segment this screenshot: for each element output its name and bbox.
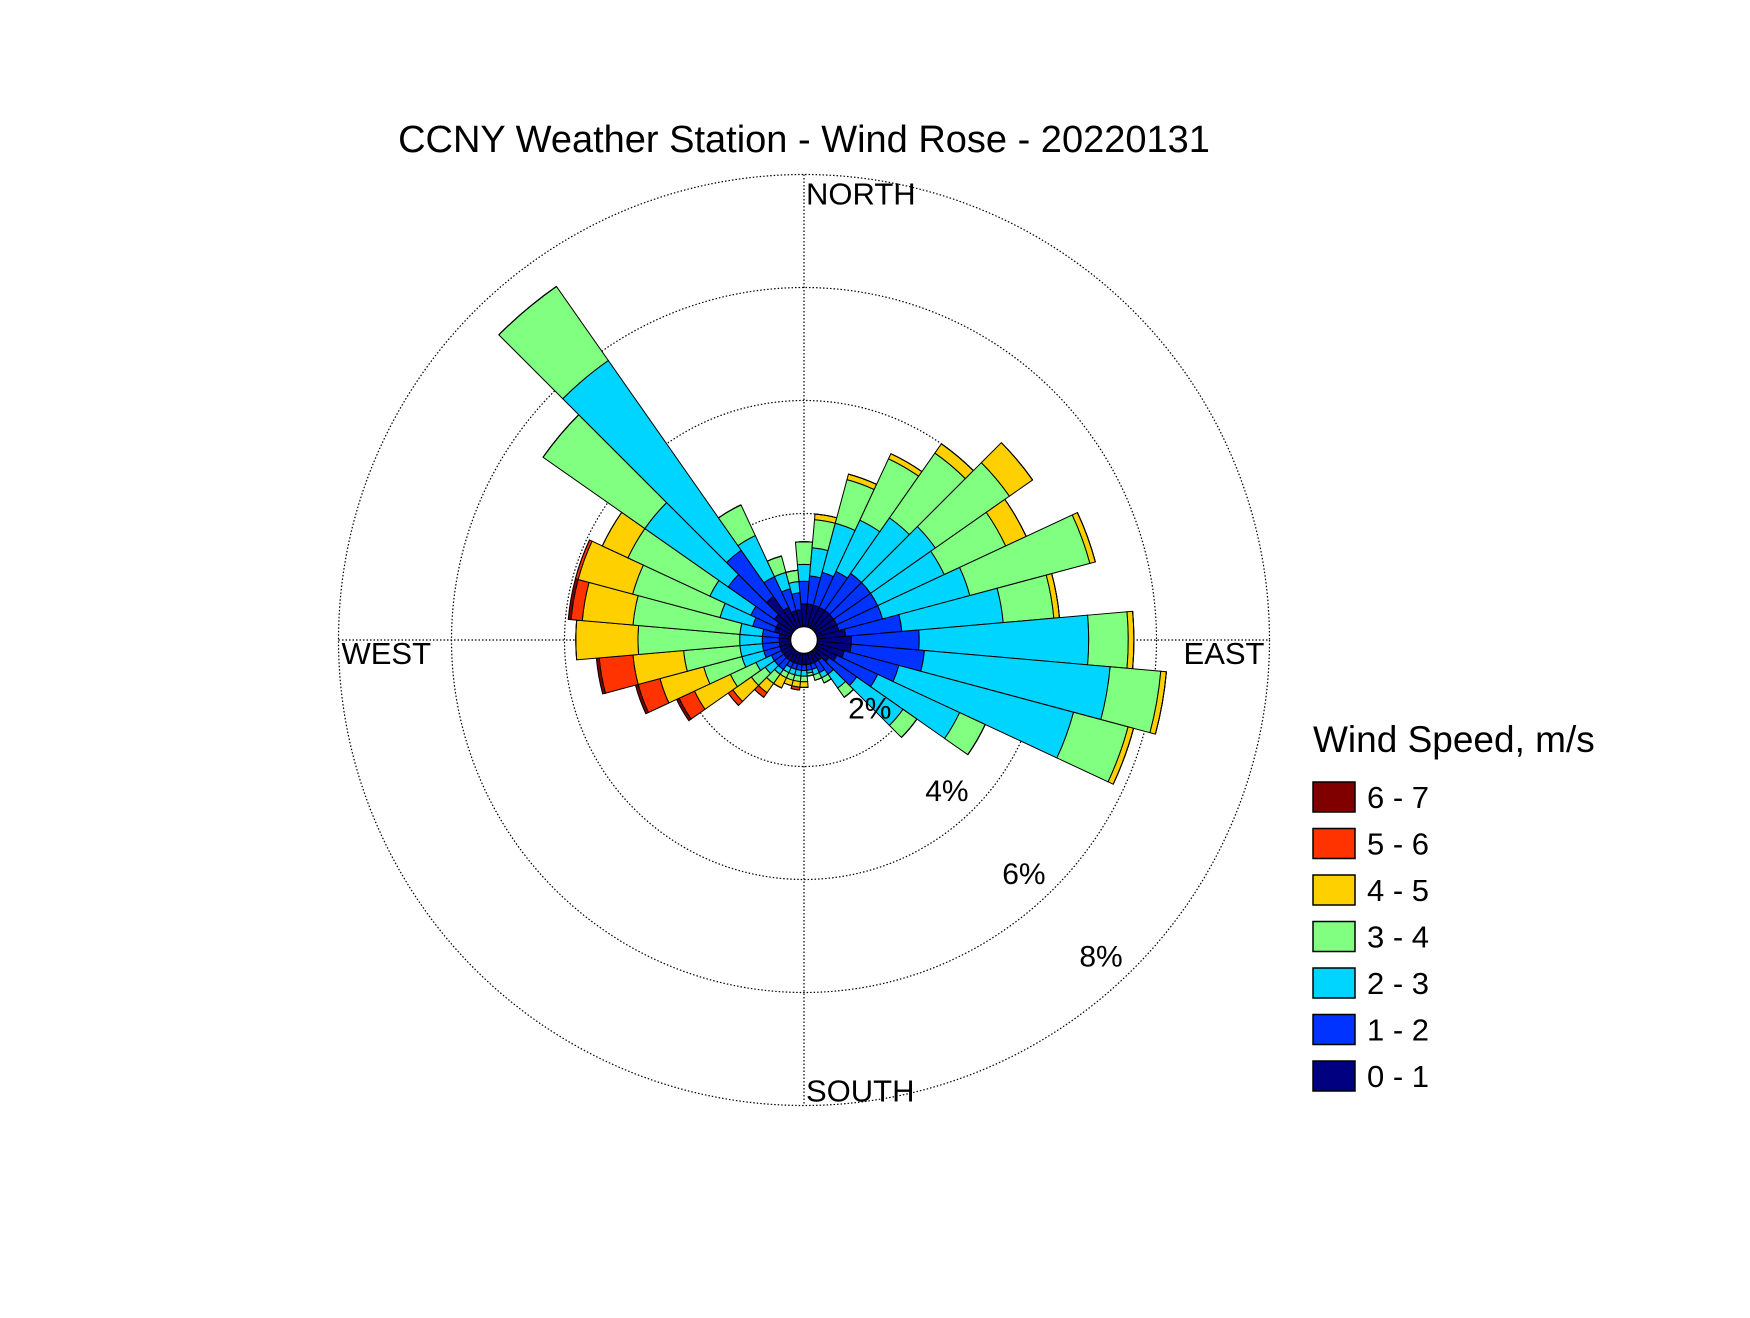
direction-label: SOUTH xyxy=(806,1074,915,1109)
wedge-segment xyxy=(599,655,638,693)
legend-swatch xyxy=(1313,1015,1355,1045)
legend-swatch xyxy=(1313,922,1355,952)
wedge-segment xyxy=(795,542,812,565)
wedge-segment xyxy=(797,564,810,581)
r-tick-label: 8% xyxy=(1079,940,1122,973)
r-tick-label: 6% xyxy=(1002,858,1045,891)
r-tick-label: 4% xyxy=(925,775,968,808)
wedge-segment xyxy=(800,676,807,682)
legend-label: 1 - 2 xyxy=(1367,1013,1429,1048)
legend-title: Wind Speed, m/s xyxy=(1313,719,1595,760)
direction-label: NORTH xyxy=(806,177,916,212)
wedge-segment xyxy=(1088,612,1129,669)
legend-label: 4 - 5 xyxy=(1367,873,1429,908)
wedge-segment xyxy=(801,670,807,676)
legend-swatch xyxy=(1313,829,1355,859)
chart-title: CCNY Weather Station - Wind Rose - 20220… xyxy=(398,119,1210,161)
direction-label: WEST xyxy=(342,636,432,671)
wedge-segment xyxy=(800,682,808,688)
direction-label: EAST xyxy=(1184,636,1265,671)
legend-label: 6 - 7 xyxy=(1367,780,1429,815)
legend-label: 0 - 1 xyxy=(1367,1059,1429,1094)
legend-swatch xyxy=(1313,968,1355,998)
wedge-segment xyxy=(576,620,639,660)
legend-swatch xyxy=(1313,782,1355,812)
legend-label: 2 - 3 xyxy=(1367,966,1429,1001)
legend-swatch xyxy=(1313,875,1355,905)
legend-swatch xyxy=(1313,1061,1355,1091)
legend-label: 3 - 4 xyxy=(1367,920,1429,955)
center-hole xyxy=(791,627,818,654)
legend-label: 5 - 6 xyxy=(1367,827,1429,862)
r-tick-label: 2% xyxy=(848,692,891,725)
